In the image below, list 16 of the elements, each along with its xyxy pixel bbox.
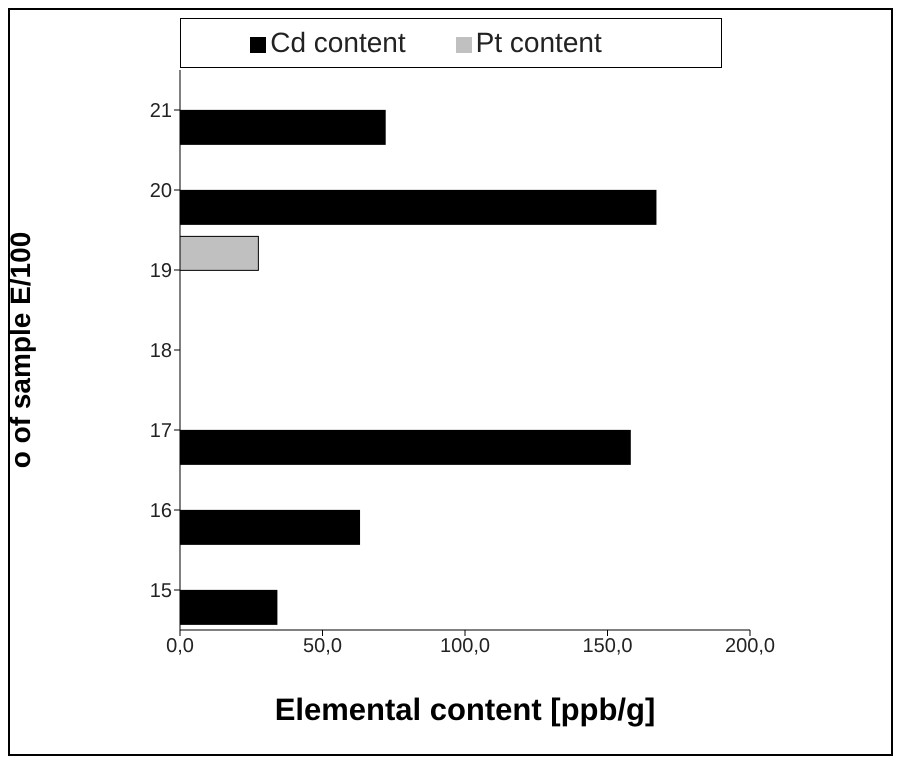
y-tick-label: 19 xyxy=(150,260,172,282)
y-tick-label: 18 xyxy=(150,340,172,362)
y-tick-label: 17 xyxy=(150,420,172,442)
x-tick-label: 150,0 xyxy=(582,635,633,658)
y-tick-label: 16 xyxy=(150,500,172,522)
y-tick-label: 20 xyxy=(150,180,172,202)
x-tick-label: 200,0 xyxy=(724,635,776,658)
legend-label: Pt content xyxy=(476,27,602,58)
x-tick-label: 0,0 xyxy=(166,635,194,658)
y-tick-label: 21 xyxy=(150,100,172,122)
y-axis-title: o of sample E/100 xyxy=(4,232,36,468)
x-tick-label: 50,0 xyxy=(303,635,342,658)
y-tick-label: 15 xyxy=(150,580,172,602)
x-tick-label: 100,0 xyxy=(440,635,490,658)
x-axis-title: Elemental content [ppb/g] xyxy=(274,692,656,727)
legend-label: Cd content xyxy=(270,27,406,58)
